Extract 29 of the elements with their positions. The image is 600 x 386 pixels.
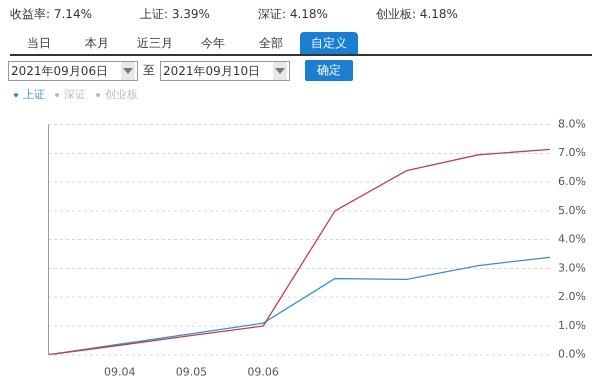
text: 本月 (84, 35, 110, 52)
text: 全部 (258, 35, 284, 52)
x-tick-label: 09.06 (247, 365, 279, 378)
legend-label: 创业板 (104, 88, 138, 101)
text: 当日 (26, 35, 52, 52)
text: 今年 (200, 35, 226, 52)
text: 深证: 4.18% (258, 7, 328, 21)
text: 近三月 (136, 35, 174, 52)
text: 创业板: 4.18% (376, 7, 458, 21)
text: 确定 (305, 60, 353, 81)
text: 2021年09月10日 (163, 62, 262, 80)
x-tick-label: 09.04 (104, 365, 136, 378)
y-tick-label: 1.0% (558, 318, 586, 332)
text: 收益率: 7.14% (10, 7, 92, 21)
text: 自定义 (300, 32, 358, 54)
legend-label: 上证 (22, 88, 45, 101)
legend-label: 深证 (63, 88, 86, 101)
text: 至 (143, 62, 155, 79)
y-tick-label: 2.0% (558, 290, 586, 304)
y-tick-label: 4.0% (558, 232, 586, 246)
y-tick-label: 0.0% (558, 348, 586, 361)
y-tick-label: 7.0% (558, 146, 586, 160)
y-tick-label: 5.0% (558, 204, 586, 217)
text: 2021年09月06日 (11, 62, 110, 80)
x-tick-label: 09.05 (176, 365, 208, 378)
y-tick-label: 3.0% (558, 261, 586, 274)
y-tick-label: 8.0% (558, 117, 586, 130)
y-tick-label: 6.0% (558, 175, 586, 188)
text: 上证: 3.39% (140, 7, 210, 21)
